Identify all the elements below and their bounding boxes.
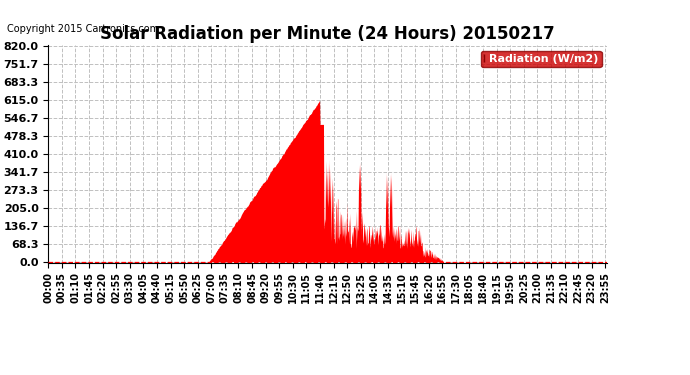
Text: Copyright 2015 Cartronics.com: Copyright 2015 Cartronics.com [7, 24, 159, 34]
Legend: Radiation (W/m2): Radiation (W/m2) [481, 51, 602, 67]
Title: Solar Radiation per Minute (24 Hours) 20150217: Solar Radiation per Minute (24 Hours) 20… [100, 26, 555, 44]
